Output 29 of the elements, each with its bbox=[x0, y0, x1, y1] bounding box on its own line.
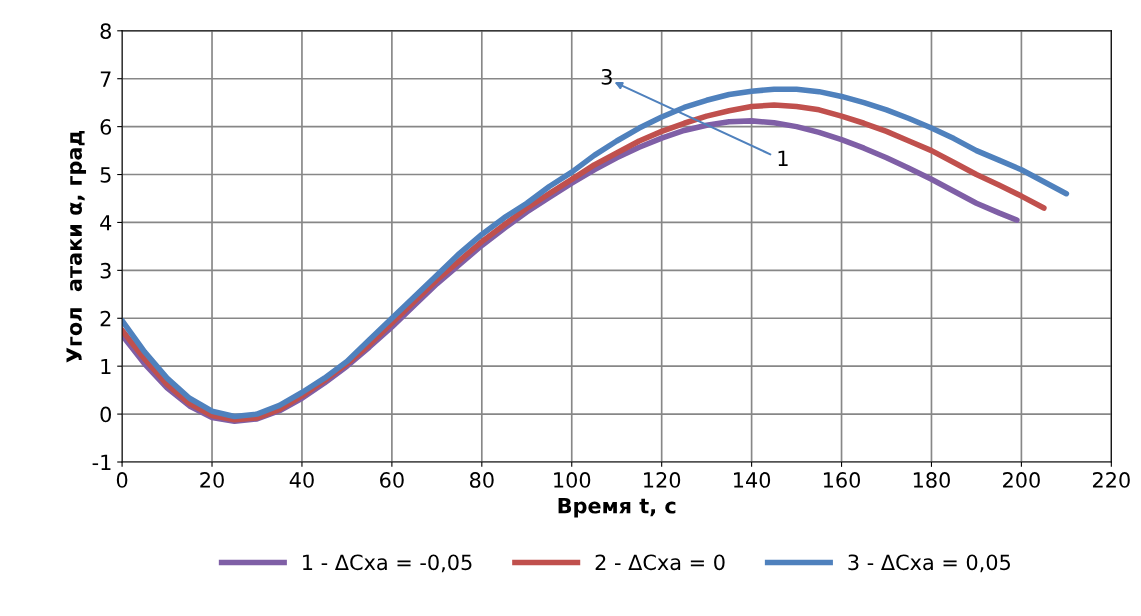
y-tick-label: 3 bbox=[100, 262, 111, 279]
x-tick-label: 20 bbox=[200, 472, 224, 488]
y-tick-label: 4 bbox=[100, 215, 112, 231]
y-tick-label: 1 bbox=[101, 358, 111, 375]
legend-label: 1 - ΔCxa = -0,05 bbox=[303, 554, 472, 573]
x-tick-label: 80 bbox=[469, 472, 494, 488]
x-tick-label: 180 bbox=[913, 472, 950, 488]
annotation: 1 bbox=[778, 150, 788, 166]
legend-label: 3 - ΔCxa = 0,05 bbox=[848, 554, 1010, 573]
y-tick-label: -1 bbox=[92, 454, 111, 470]
x-tick-label: 60 bbox=[380, 472, 404, 488]
x-tick-label: 220 bbox=[1092, 472, 1130, 488]
legend-label: 2 - ΔCxa = 0 bbox=[595, 554, 725, 571]
y-tick-label: 7 bbox=[100, 71, 111, 87]
annotation: 3 bbox=[601, 68, 612, 85]
x-tick-label: 200 bbox=[1003, 472, 1040, 488]
x-tick-label: 0 bbox=[116, 472, 128, 488]
x-axis-title: Время t, с bbox=[558, 498, 676, 518]
x-tick-label: 100 bbox=[554, 472, 591, 488]
x-tick-label: 40 bbox=[289, 472, 314, 488]
y-tick-label: 2 bbox=[100, 310, 111, 327]
y-tick-label: 8 bbox=[100, 23, 111, 40]
y-axis-title: Угол атаки α, град bbox=[66, 130, 87, 363]
y-tick-label: 5 bbox=[100, 167, 111, 183]
x-tick-label: 140 bbox=[734, 472, 771, 488]
x-tick-label: 160 bbox=[823, 472, 861, 488]
y-tick-label: 0 bbox=[100, 406, 111, 423]
x-tick-label: 120 bbox=[644, 472, 681, 488]
y-tick-label: 6 bbox=[100, 119, 112, 135]
